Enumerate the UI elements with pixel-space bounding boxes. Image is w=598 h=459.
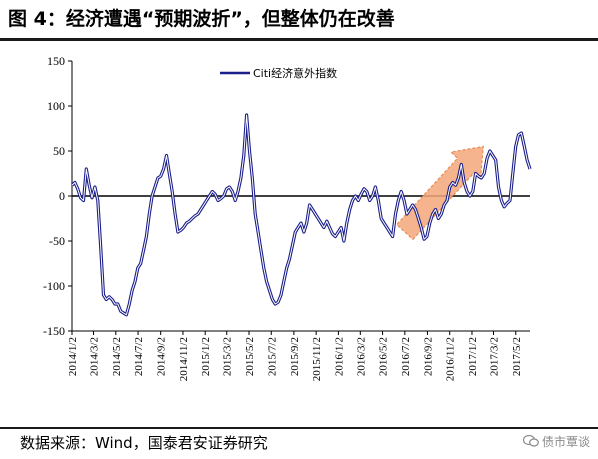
x-tick-label: 2015/3/2 — [222, 337, 234, 376]
source-note: 数据来源：Wind，国泰君安证券研究 — [20, 434, 268, 452]
title-divider — [0, 38, 598, 41]
y-tick-label: -100 — [43, 279, 65, 293]
x-tick-label: 2014/9/2 — [156, 337, 168, 376]
x-tick-label: 2017/1/2 — [467, 337, 479, 376]
x-tick-label: 2015/11/2 — [311, 337, 323, 381]
series-layer — [70, 113, 532, 317]
x-tick-label: 2015/9/2 — [289, 337, 301, 376]
x-tick-label: 2017/3/2 — [489, 337, 501, 376]
x-tick-label: 2014/1/2 — [67, 337, 79, 376]
x-tick-label: 2014/11/2 — [178, 337, 190, 381]
chart-axes — [68, 60, 530, 335]
watermark-text: 债市覃谈 — [541, 435, 590, 449]
x-tick-label: 2014/5/2 — [111, 337, 123, 376]
y-tick-label: 100 — [47, 99, 65, 113]
legend: Citi经济意外指数 — [213, 61, 370, 85]
footer-divider — [0, 427, 598, 429]
x-tick-label: 2014/7/2 — [133, 337, 145, 376]
x-tick-label: 2015/1/2 — [200, 337, 212, 376]
x-tick-label: 2016/9/2 — [422, 337, 434, 376]
y-tick-label: 50 — [53, 144, 65, 158]
x-tick-label: 2014/3/2 — [89, 337, 101, 376]
x-tick-label: 2015/5/2 — [244, 337, 256, 376]
x-tick-label: 2016/1/2 — [333, 337, 345, 376]
x-tick-label: 2016/3/2 — [355, 337, 367, 376]
x-tick-label: 2016/5/2 — [378, 337, 390, 376]
x-tick-label: 2016/7/2 — [400, 337, 412, 376]
y-tick-label: -150 — [43, 324, 65, 338]
x-tick-label: 2017/5/2 — [511, 337, 523, 376]
x-tick-label: 2015/7/2 — [266, 337, 278, 376]
wechat-icon — [522, 435, 539, 447]
watermark: 债市覃谈 — [522, 433, 590, 450]
y-tick-label: -50 — [49, 234, 65, 248]
series-line-outline — [70, 113, 532, 317]
x-tick-label: 2016/11/2 — [445, 337, 457, 381]
y-tick-label: 150 — [47, 54, 65, 68]
figure-title: 图 4：经济遭遇“预期波折”，但整体仍在改善 — [8, 8, 395, 30]
series-line-core — [71, 114, 531, 316]
legend-label: Citi经济意外指数 — [253, 66, 337, 80]
y-tick-label: 0 — [59, 189, 65, 203]
